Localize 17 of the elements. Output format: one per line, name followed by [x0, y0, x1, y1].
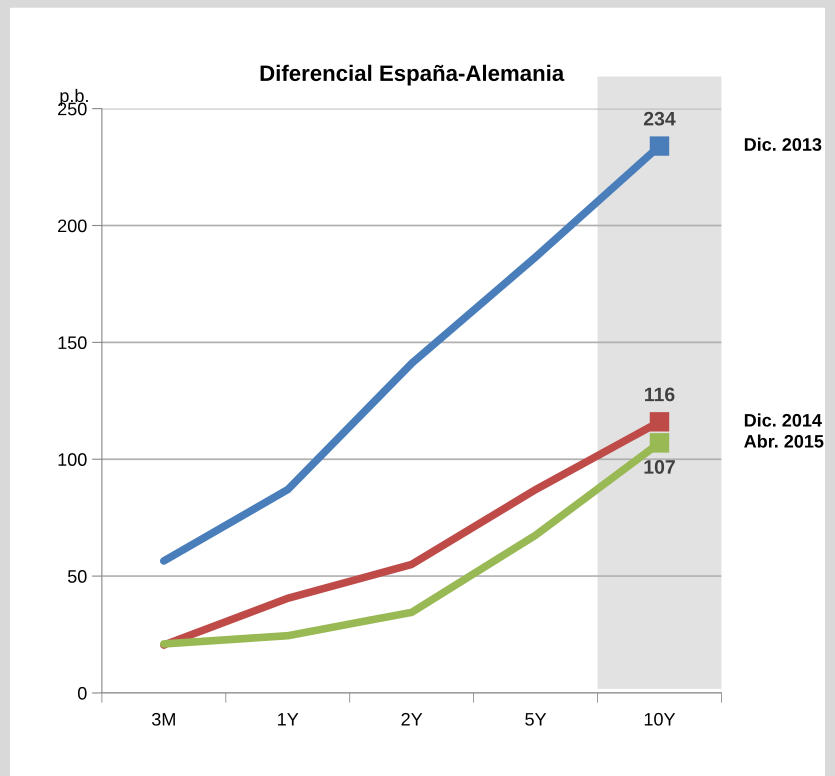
x-tick-label: 1Y — [278, 713, 298, 726]
y-tick-label: 0 — [78, 686, 87, 700]
text: Dic. 2014 — [744, 413, 822, 427]
data-label: 234 — [644, 112, 676, 126]
y-tick-label: 150 — [58, 336, 87, 350]
x-tick-label: 2Y — [402, 712, 422, 726]
x-tick-label: 10Y — [644, 712, 676, 726]
text: Dic. 2013 — [744, 138, 822, 151]
y-tick-label: 200 — [58, 219, 87, 232]
chart-title: Diferencial España-Alemania — [260, 64, 564, 86]
x-tick-label: 3M — [152, 712, 175, 726]
data-label: 116 — [645, 388, 674, 402]
data-label: 107 — [644, 460, 675, 474]
y-tick-label: 100 — [58, 453, 87, 466]
y-tick-label: 50 — [68, 570, 87, 583]
x-tick-label: 5Y — [525, 713, 546, 726]
text: Abr. 2015 — [744, 434, 824, 448]
